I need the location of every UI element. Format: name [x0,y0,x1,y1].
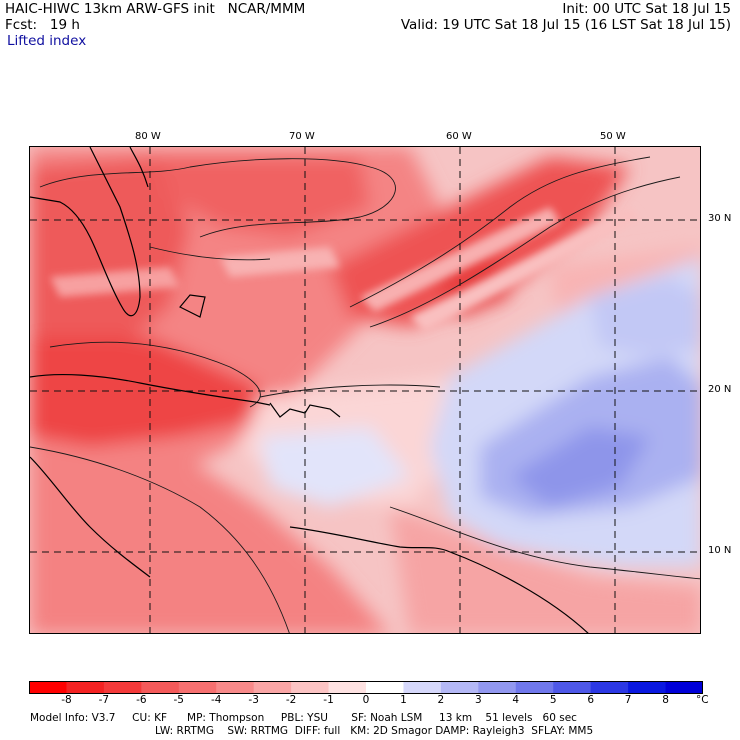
colorbar-tick-label: 7 [624,694,632,706]
model-info-line2: LW: RRTMG SW: RRTMG DIFF: full KM: 2D Sm… [155,725,594,737]
colorbar [29,681,703,694]
colorbar-swatch [515,681,554,694]
colorbar-tick-label: -6 [136,694,147,706]
lon-label-80w: 80 W [135,131,161,142]
colorbar-swatch [366,681,404,694]
colorbar-tick-label: -7 [98,694,110,706]
colorbar-tick-label: 4 [512,694,520,706]
colorbar-frame [29,681,703,694]
colorbar-swatch [141,681,180,694]
colorbar-tick-label: -1 [323,694,334,706]
colorbar-swatch [103,681,142,694]
colorbar-swatch [66,681,105,694]
colorbar-unit: °C [696,694,709,706]
colorbar-tick-label: 0 [362,694,370,706]
lat-lon-grid [30,147,700,633]
colorbar-swatch [29,681,67,694]
colorbar-swatch [328,681,367,694]
valid-time: Valid: 19 UTC Sat 18 Jul 15 (16 LST Sat … [400,17,731,33]
colorbar-tick-label: -3 [248,694,259,706]
init-time: Init: 00 UTC Sat 18 Jul 15 [562,1,731,17]
forecast-hour: Fcst: 19 h [5,17,80,33]
colorbar-tick-label: -2 [285,694,297,706]
coastlines [30,147,589,633]
colorbar-tick-label: -5 [173,694,184,706]
colorbar-swatch [178,681,217,694]
lifted-index-map [29,146,701,634]
lat-label-20n: 20 N [708,384,732,395]
field-title: Lifted index [7,33,87,49]
contour-lines [30,156,700,633]
colorbar-tick-label: 3 [474,694,482,706]
colorbar-swatch [665,681,703,694]
lon-label-70w: 70 W [289,131,315,142]
colorbar-tick-label: -4 [210,694,222,706]
lon-label-60w: 60 W [446,131,472,142]
model-title: HAIC-HIWC 13km ARW-GFS init NCAR/MMM [5,1,306,17]
colorbar-swatch [440,681,479,694]
colorbar-tick-label: 6 [587,694,594,706]
lat-label-10n: 10 N [708,545,732,556]
colorbar-tick-label: 5 [549,694,557,706]
colorbar-swatch [628,681,667,694]
colorbar-swatch [253,681,292,694]
colorbar-swatch [403,681,442,694]
colorbar-swatch [291,681,330,694]
colorbar-swatch [478,681,517,694]
colorbar-tick-label: -8 [61,694,72,706]
map-canvas [30,147,700,633]
model-info-line1: Model Info: V3.7 CU: KF MP: Thompson PBL… [30,712,577,724]
colorbar-tick-label: 8 [662,694,669,706]
colorbar-swatch [553,681,592,694]
lon-label-50w: 50 W [600,131,626,142]
lat-label-30n: 30 N [708,213,732,224]
colorbar-swatch [590,681,629,694]
colorbar-tick-label: 2 [437,694,445,706]
colorbar-swatch [216,681,255,694]
colorbar-tick-label: 1 [400,694,407,706]
